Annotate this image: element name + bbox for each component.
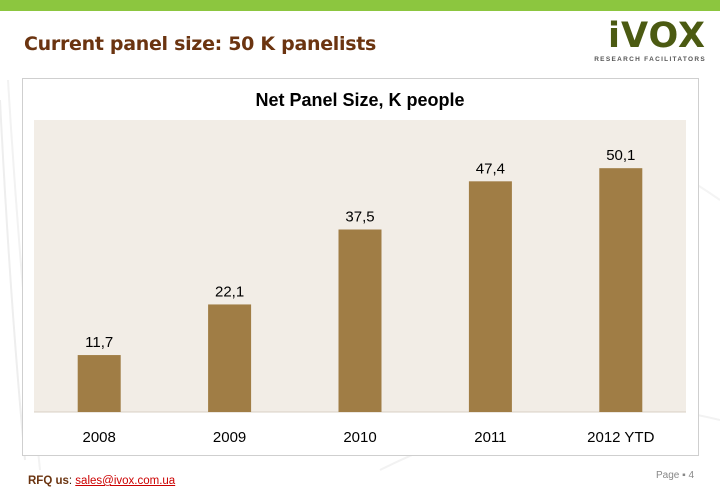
value-label: 11,7 — [85, 334, 113, 351]
x-tick-label: 2011 — [474, 429, 506, 446]
bar-series: 11,7 2008 22,1 2009 37,5 2010 47,4 2011 50,1 2012… — [77, 147, 655, 446]
top-accent-bar — [0, 0, 720, 11]
chart-container: Net Panel Size, K people 11,7 2008 22,1 200… — [22, 78, 699, 456]
logo-tagline: RESEARCH FACILITATORS — [594, 56, 706, 63]
rfq-label: RFQ us — [28, 475, 69, 487]
x-tick-label: 2009 — [213, 429, 246, 446]
x-tick-label: 2012 YTD — [587, 429, 654, 446]
chart-title: Net Panel Size, K people — [255, 90, 464, 110]
value-label: 22,1 — [215, 283, 244, 300]
x-tick-label: 2010 — [343, 429, 376, 446]
page-number-value: 4 — [688, 470, 694, 481]
page-bullet: ▪ — [682, 470, 686, 481]
value-label: 47,4 — [476, 160, 505, 177]
email-link[interactable]: sales@ivox.com.ua — [75, 475, 176, 487]
bar-2012-ytd — [599, 168, 643, 412]
bar-chart: Net Panel Size, K people 11,7 2008 22,1 200… — [34, 90, 686, 446]
bar-2011 — [468, 181, 512, 412]
ivox-logo: iVOX RESEARCH FACILITATORS — [594, 14, 712, 66]
bar-2008 — [77, 355, 121, 412]
x-tick-label: 2008 — [83, 429, 116, 446]
page-label: Page — [655, 470, 680, 481]
logo-wordmark: iVOX — [608, 16, 706, 56]
bar-2009 — [208, 304, 252, 412]
value-label: 50,1 — [606, 147, 635, 164]
page-number: Page ▪ 4 — [656, 470, 694, 481]
rfq-separator: : — [68, 475, 73, 487]
value-label: 37,5 — [345, 209, 374, 226]
bar-2010 — [338, 229, 382, 412]
slide-title: Current panel size: 50 K panelists — [24, 33, 377, 55]
footer-contact: RFQ us: sales@ivox.com.ua — [28, 475, 175, 487]
